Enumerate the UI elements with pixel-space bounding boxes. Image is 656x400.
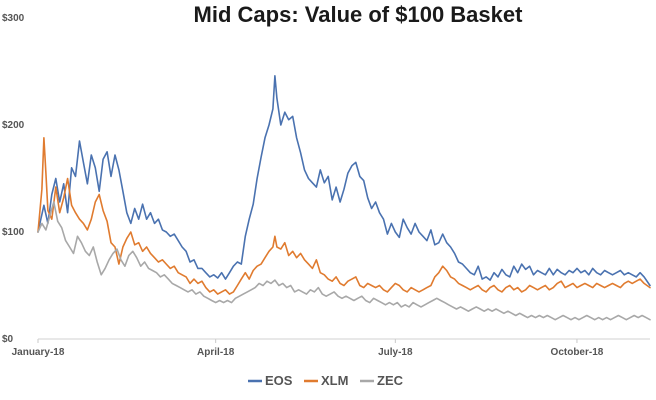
y-tick-label: $100 [2,227,25,238]
x-tick-label: January-18 [12,347,65,358]
legend-label-eos: EOS [265,373,293,388]
x-tick-label: October-18 [551,347,604,358]
legend-label-zec: ZEC [377,373,404,388]
legend-label-xlm: XLM [321,373,348,388]
y-axis: $0 $100 $200 $300 [2,13,25,345]
y-tick-label: $0 [2,334,14,345]
chart-title: Mid Caps: Value of $100 Basket [194,2,524,27]
x-tick-label: July-18 [378,347,413,358]
plot-area [37,75,651,321]
y-tick-label: $200 [2,120,25,131]
series-line-xlm [37,137,651,295]
x-tick-label: April-18 [197,347,235,358]
legend: EOS XLM ZEC [248,373,404,388]
series-line-eos [37,75,651,287]
x-axis: January-18 April-18 July-18 October-18 [12,339,604,358]
y-tick-label: $300 [2,13,25,24]
series-line-zec [37,201,651,321]
